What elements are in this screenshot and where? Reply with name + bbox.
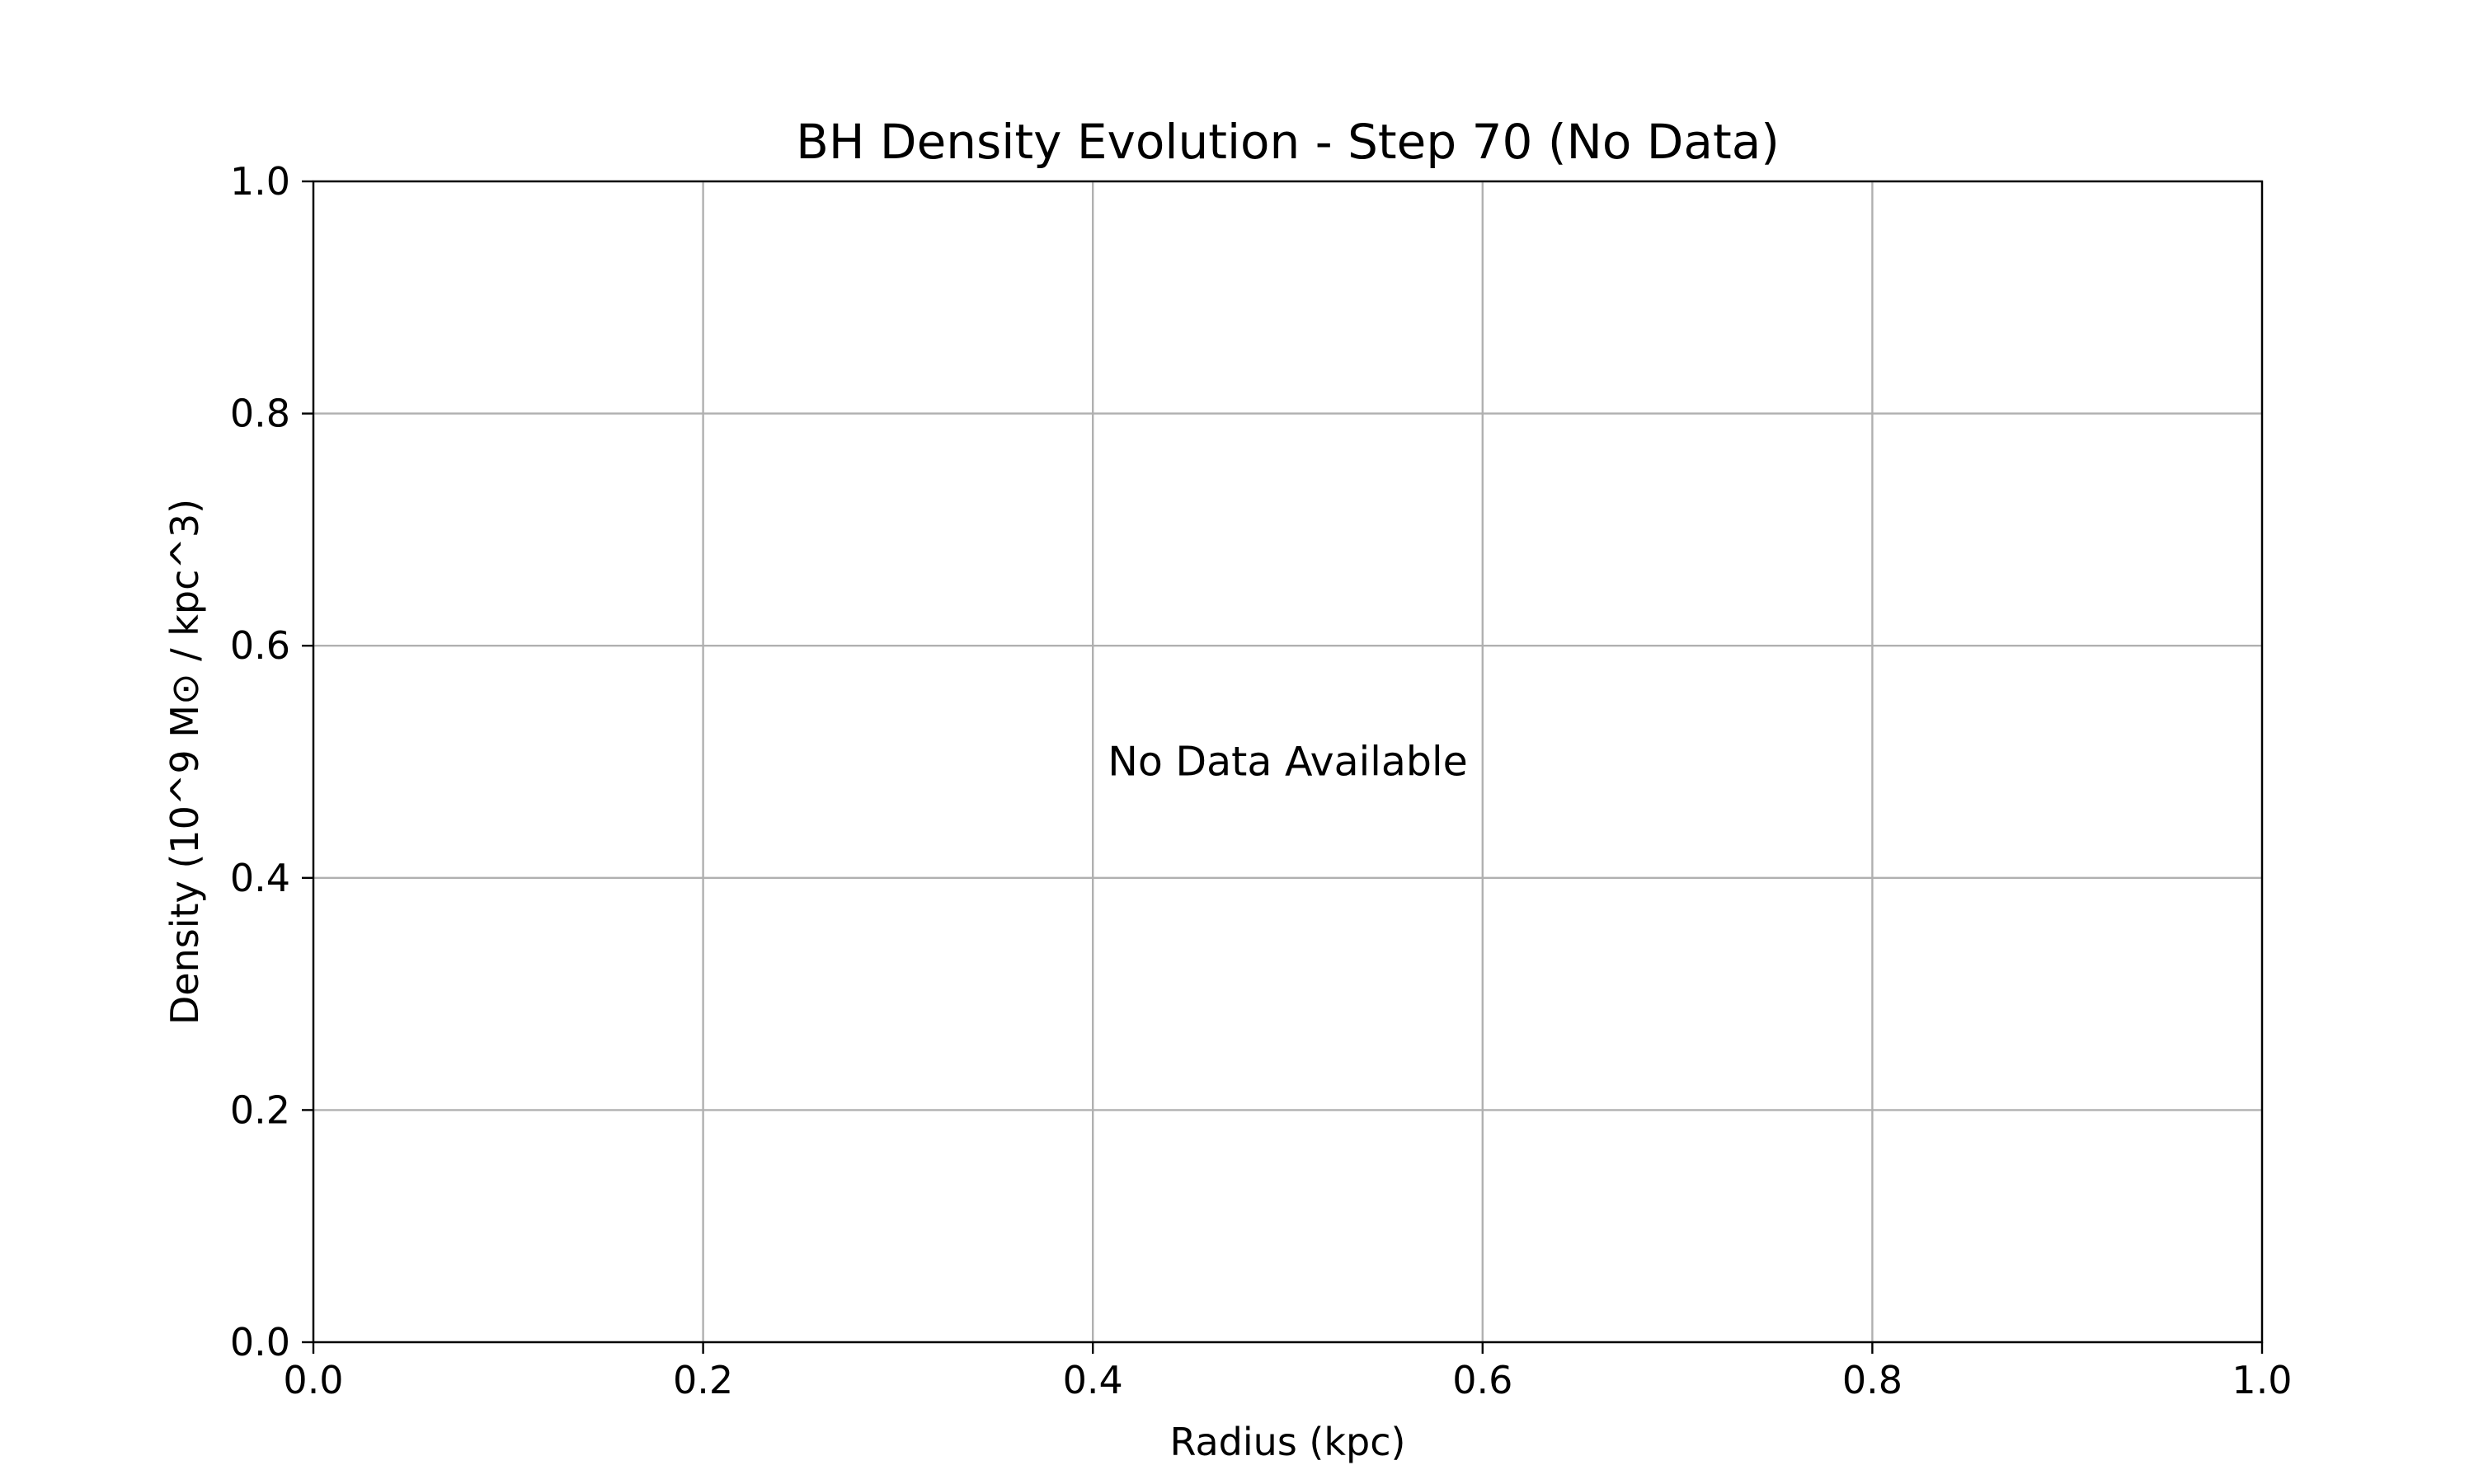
chart-title: BH Density Evolution - Step 70 (No Data) — [796, 114, 1780, 170]
x-tick-label: 0.4 — [1063, 1358, 1123, 1402]
y-axis-label: Density (10^9 M⊙ / kpc^3) — [162, 499, 207, 1025]
no-data-annotation: No Data Available — [1108, 739, 1468, 786]
y-tick-label: 0.8 — [230, 392, 290, 436]
y-tick-label: 0.6 — [230, 623, 290, 668]
x-tick-label: 0.0 — [283, 1358, 343, 1402]
y-tick-label: 0.0 — [230, 1320, 290, 1364]
x-tick-label: 1.0 — [2232, 1358, 2292, 1402]
x-tick-label: 0.2 — [673, 1358, 733, 1402]
plot-frame — [312, 180, 2264, 1344]
x-tick-label: 0.6 — [1452, 1358, 1512, 1402]
x-tick-label: 0.8 — [1842, 1358, 1903, 1402]
y-tick-label: 0.2 — [230, 1087, 290, 1132]
y-tick-label: 1.0 — [230, 159, 290, 204]
y-tick-label: 0.4 — [230, 856, 290, 900]
ticks: 0.0 0.2 0.4 0.6 0.8 1.0 0.0 0.2 0.4 0.6 0.8 1.0 — [230, 159, 2293, 1402]
x-axis-label: Radius (kpc) — [1170, 1420, 1406, 1464]
